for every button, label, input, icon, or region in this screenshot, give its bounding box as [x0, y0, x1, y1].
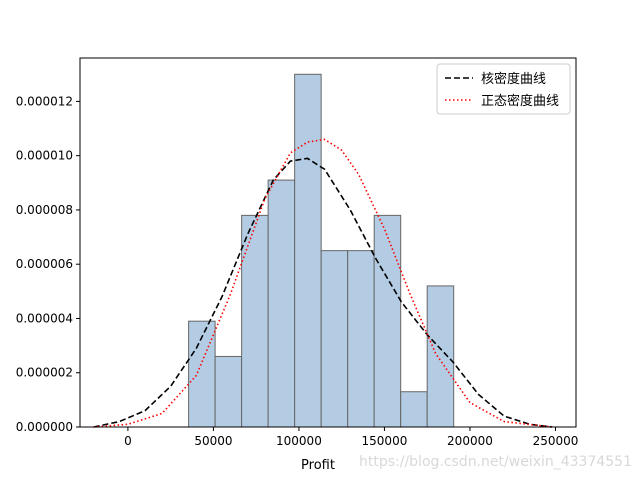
legend-entry: 核密度曲线 — [481, 71, 546, 87]
kde-line — [93, 157, 553, 428]
histogram-bars — [188, 73, 455, 428]
y-tick-label: 0.000004 — [16, 311, 73, 325]
histogram-bar — [267, 179, 296, 428]
histogram-bar — [320, 250, 349, 428]
y-tick-label: 0.000012 — [16, 94, 73, 108]
x-tick-label: 100000 — [276, 434, 322, 448]
x-axis: 0 50000 100000 150000 200000 250000 — [124, 427, 578, 448]
plot-frame — [79, 57, 577, 428]
y-tick-label: 0.000010 — [16, 149, 73, 163]
y-tick-label: 0.000008 — [16, 203, 73, 217]
watermark-text: https://blog.csdn.net/weixin_43374551 — [358, 454, 632, 470]
y-tick-label: 0.000000 — [16, 420, 73, 434]
x-tick-label: 150000 — [362, 434, 408, 448]
histogram-bar — [241, 214, 269, 428]
x-axis-label: Profit — [301, 458, 335, 473]
x-tick-label: 200000 — [447, 434, 493, 448]
histogram-bar — [400, 391, 428, 428]
x-tick-label: 0 — [124, 434, 132, 448]
y-axis: 0.000000 0.000002 0.000004 0.000006 0.000008… — [16, 94, 80, 434]
legend-entry: 正态密度曲线 — [481, 93, 559, 109]
x-tick-label: 250000 — [533, 434, 579, 448]
normal-density-line — [93, 138, 553, 428]
histogram-bar — [214, 355, 243, 428]
y-tick-label: 0.000006 — [16, 257, 73, 271]
histogram-bar — [294, 73, 322, 428]
density-lines — [93, 138, 553, 428]
histogram-bar — [347, 250, 375, 428]
legend-box — [436, 63, 571, 115]
y-tick-label: 0.000002 — [16, 366, 73, 380]
histogram-bar — [373, 214, 402, 428]
x-tick-label: 50000 — [194, 434, 232, 448]
histogram-bar — [426, 285, 455, 428]
